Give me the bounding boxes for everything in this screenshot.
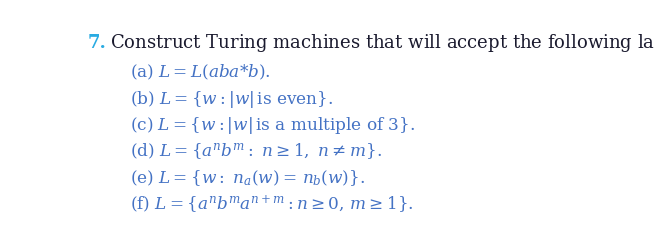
- Text: (f) $L = \{a^nb^ma^{n+m} : n{\geq}0,\,m{\geq}1\}.$: (f) $L = \{a^nb^ma^{n+m} : n{\geq}0,\,m{…: [130, 194, 413, 215]
- Text: 7.: 7.: [88, 34, 107, 52]
- Text: (c) $L = \{w : |w|\,\mathrm{is\ a\ multiple\ of\ 3}\}.$: (c) $L = \{w : |w|\,\mathrm{is\ a\ multi…: [130, 115, 415, 136]
- Text: Construct Turing machines that will accept the following languages on $\{a, b\}$: Construct Turing machines that will acce…: [110, 32, 654, 54]
- Text: (a) $L = L(aba{*}b).$: (a) $L = L(aba{*}b).$: [130, 63, 271, 82]
- Text: (e) $L = \{w\mathrm{:}\ n_a(w){=}\,n_b(w)\}.$: (e) $L = \{w\mathrm{:}\ n_a(w){=}\,n_b(w…: [130, 169, 365, 188]
- Text: (d) $L = \{a^nb^m\mathrm{:}\ n{\geq}1,\ n{\neq}m\}.$: (d) $L = \{a^nb^m\mathrm{:}\ n{\geq}1,\ …: [130, 142, 382, 162]
- Text: (b) $L = \{w : |w|\,\mathrm{is\ even}\}.$: (b) $L = \{w : |w|\,\mathrm{is\ even}\}.…: [130, 89, 333, 110]
